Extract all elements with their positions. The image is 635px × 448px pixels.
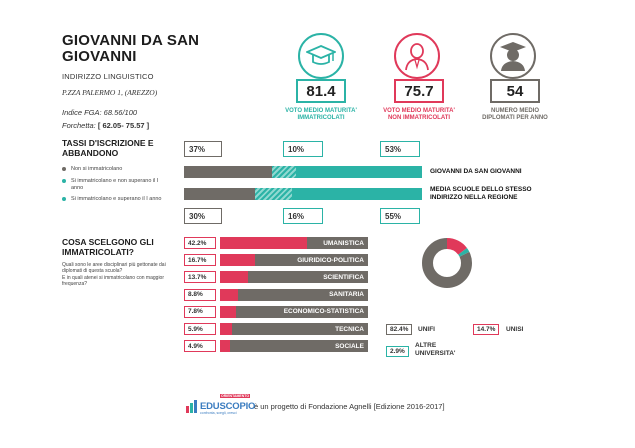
kpi-immatricolati-value: 81.4 [296, 79, 346, 103]
footer-text: è un progetto di Fondazione Agnelli [Edi… [254, 401, 445, 411]
area-row: 42.2% UMANISTICA [184, 237, 368, 249]
ateneo-unifi-pct: 82.4% [386, 324, 413, 335]
area-bar-fill [220, 288, 239, 301]
ateneo-unisi-label: UNISI [506, 326, 524, 333]
kpi-non-immatricolati-value: 75.7 [394, 79, 444, 103]
media-superano-pct: 55% [380, 208, 420, 224]
logo-badge: ORIENTAMENTO [220, 394, 251, 398]
area-bar-fill [220, 340, 231, 353]
school-address: P.ZZA PALERMO 1, (AREZZO) [62, 88, 158, 97]
legend-label: Si immatricolano e superano il I anno [71, 196, 162, 202]
cosa-subtitle-1: Quali sono le aree disciplinari più gett… [62, 262, 166, 274]
legend-dot-teal [62, 197, 66, 201]
tassi-title: TASSI D'ISCRIZIONE E ABBANDONO [62, 138, 154, 158]
atenei-donut-chart [422, 238, 472, 288]
media-non-immatricolati-segment [184, 188, 255, 200]
ateneo-altre-pct: 2.9% [386, 346, 409, 357]
legend-abbandono: Si immatricolano e non superano il I ann… [62, 178, 172, 191]
media-bar-label: MEDIA SCUOLE DELLO STESSO INDIRIZZO NELL… [430, 186, 532, 201]
area-bar: ECONOMICO-STATISTICA [220, 305, 368, 318]
forchetta-value: [ 62.05- 75.57 ] [97, 121, 150, 130]
media-abbandono-pct: 16% [283, 208, 323, 224]
legend-label: Si immatricolano e non superano il I ann… [71, 178, 159, 191]
area-row: 7.8% ECONOMICO-STATISTICA [184, 305, 368, 318]
school-superano-pct: 53% [380, 141, 420, 157]
footer: EDUSCOPIO ORIENTAMENTO confronta, scegli… [186, 394, 445, 416]
school-superano-segment [295, 166, 422, 178]
logo-text: EDUSCOPIO [200, 401, 256, 412]
eduscopio-logo: EDUSCOPIO ORIENTAMENTO confronta, scegli… [186, 394, 255, 416]
area-label: ECONOMICO-STATISTICA [283, 308, 364, 316]
area-bar-fill [220, 237, 308, 249]
fga-index: Indice FGA: 68.56/100 [62, 108, 138, 117]
kpi-immatricolati-icon-circle [298, 33, 344, 79]
school-bar-label: GIOVANNI DA SAN GIOVANNI [430, 168, 522, 175]
ateneo-altre-label: ALTRE UNIVERSITA' [415, 342, 456, 357]
area-label: SANITARIA [329, 291, 364, 299]
area-row: 13.7% SCIENTIFICA [184, 271, 368, 284]
school-non-immatricolati-segment [184, 166, 273, 178]
area-label: TECNICA [335, 325, 364, 333]
media-abbandono-segment [254, 188, 293, 200]
graduation-cap-icon [306, 45, 336, 65]
area-pct: 7.8% [184, 305, 216, 318]
school-non-immatricolati-pct: 37% [184, 141, 222, 157]
media-tassi-bar [184, 188, 422, 200]
kpi-non-immatricolati-icon-circle [394, 33, 440, 79]
area-label: GIURIDICO-POLITICA [297, 256, 364, 264]
legend-dot-teal [62, 179, 66, 183]
indirizzo: INDIRIZZO LINGUISTICO [62, 72, 154, 81]
media-non-immatricolati-pct: 30% [184, 208, 222, 224]
area-bar-fill [220, 271, 249, 284]
person-icon [405, 43, 429, 71]
area-row: 16.7% GIURIDICO-POLITICA [184, 254, 368, 267]
area-label: SOCIALE [335, 342, 364, 350]
area-pct: 8.8% [184, 288, 216, 301]
ateneo-unisi-pct: 14.7% [473, 324, 500, 335]
cosa-subtitle-2: E in quali atenei si immatricolano con m… [62, 275, 164, 287]
kpi-non-immatricolati-label: VOTO MEDIO MATURITA' NON IMMATRICOLATI [383, 108, 455, 121]
area-row: 4.9% SOCIALE [184, 340, 368, 353]
forchetta: Forchetta: [ 62.05- 75.57 ] [62, 121, 149, 130]
area-pct: 4.9% [184, 340, 216, 353]
area-bar-fill [220, 254, 255, 267]
legend-dot-gray [62, 167, 66, 171]
ateneo-unifi-label: UNIFI [418, 326, 435, 333]
area-bar: GIURIDICO-POLITICA [220, 254, 368, 267]
legend-non-immatricolati: Non si immatricolano [62, 166, 172, 173]
area-row: 8.8% SANITARIA [184, 288, 368, 301]
forchetta-label: Forchetta: [62, 121, 96, 130]
bars-logo-icon [186, 400, 197, 413]
school-abbandono-segment [272, 166, 296, 178]
kpi-diplomati-value: 54 [490, 79, 540, 103]
kpi-diplomati-icon-circle [490, 33, 536, 79]
area-bar-fill [220, 305, 237, 318]
area-bar: SANITARIA [220, 288, 368, 301]
media-superano-segment [292, 188, 422, 200]
area-bar-fill [220, 323, 233, 335]
area-bar: SCIENTIFICA [220, 271, 368, 284]
area-pct: 13.7% [184, 271, 216, 284]
kpi-immatricolati-label: VOTO MEDIO MATURITA' IMMATRICOLATI [285, 108, 357, 121]
area-bar: UMANISTICA [220, 237, 368, 249]
school-abbandono-pct: 10% [283, 141, 323, 157]
donut-slice-unifi [422, 238, 472, 288]
legend-superano: Si immatricolano e superano il I anno [62, 196, 172, 203]
cosa-title: COSA SCELGONO GLI IMMATRICOLATI? [62, 237, 154, 257]
area-label: UMANISTICA [323, 239, 364, 247]
area-bar: TECNICA [220, 323, 368, 335]
school-tassi-bar [184, 166, 422, 178]
area-pct: 16.7% [184, 254, 216, 267]
legend-label: Non si immatricolano [71, 166, 123, 172]
area-label: SCIENTIFICA [323, 273, 364, 281]
area-pct: 42.2% [184, 237, 216, 249]
school-name: GIOVANNI DA SAN GIOVANNI [62, 32, 200, 65]
graduate-icon [500, 42, 526, 71]
logo-subtitle: confronta, scegli, cresci [200, 411, 237, 415]
area-pct: 5.9% [184, 323, 216, 335]
kpi-diplomati-label: NUMERO MEDIO DIPLOMATI PER ANNO [482, 108, 548, 121]
area-row: 5.9% TECNICA [184, 323, 368, 335]
area-bar: SOCIALE [220, 340, 368, 353]
